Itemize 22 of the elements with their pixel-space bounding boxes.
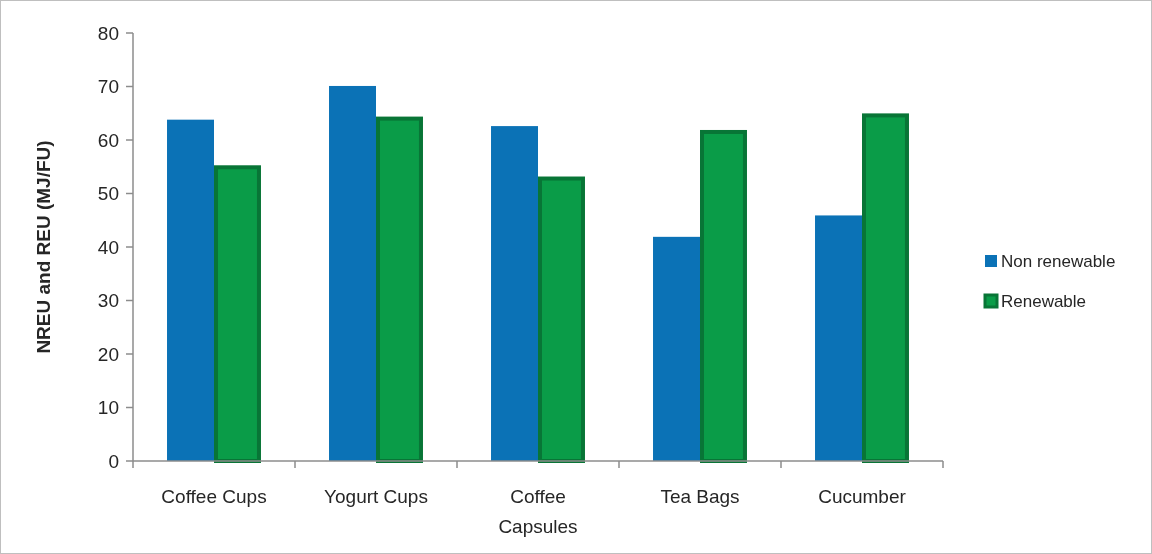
- y-tick-label: 80: [97, 22, 119, 44]
- x-tick-label: Yogurt Cups: [324, 486, 428, 507]
- bar: [329, 85, 376, 461]
- y-axis-title: NREU and REU (MJ/FU): [33, 140, 54, 354]
- bar: [815, 215, 862, 461]
- bar: [167, 119, 214, 461]
- x-tick-label: Coffee Cups: [161, 486, 267, 507]
- y-tick-label: 20: [97, 343, 119, 365]
- bar: [491, 126, 538, 461]
- x-tick-label: Coffee Capsules: [498, 486, 578, 537]
- x-tick-label: Tea Bags: [660, 486, 740, 507]
- y-tick-label: 50: [97, 183, 119, 205]
- y-tick-label: 70: [97, 76, 119, 98]
- y-tick-label: 10: [97, 397, 119, 419]
- y-tick-label: 30: [97, 290, 119, 312]
- legend-label: Renewable: [1001, 291, 1087, 311]
- x-tick-label: Cucumber: [818, 486, 907, 507]
- y-tick-label: 40: [97, 236, 119, 258]
- y-tick-label: 0: [108, 450, 119, 472]
- legend-label: Non renewable: [1001, 251, 1116, 271]
- bar: [653, 236, 700, 461]
- y-tick-label: 60: [97, 129, 119, 151]
